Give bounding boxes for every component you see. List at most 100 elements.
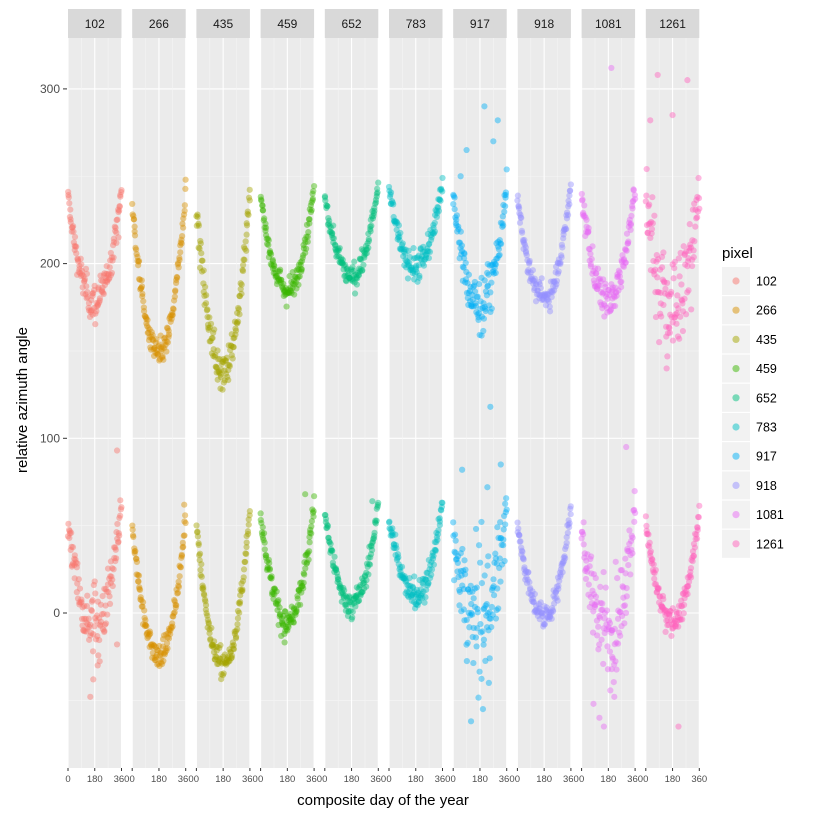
data-point [110,235,117,242]
data-point [618,257,625,264]
data-point [664,291,671,298]
data-point [276,268,283,275]
data-point [412,266,420,273]
data-point [652,313,660,321]
data-point [631,488,638,495]
data-point [596,282,603,289]
data-point [133,250,140,258]
data-point [658,603,665,610]
data-point [243,231,250,238]
data-point [400,575,407,582]
legend-label: 266 [756,304,777,318]
data-point [239,267,247,275]
data-point [558,241,566,248]
legend-label: 652 [756,391,777,405]
data-point [463,146,470,154]
data-point [543,296,551,303]
data-point [292,279,299,286]
data-point [228,352,235,359]
data-point [523,580,531,587]
data-point [646,539,653,546]
facet-strip [132,9,186,38]
data-point [499,223,506,230]
data-point [470,595,477,602]
data-point [104,581,112,588]
data-point [591,603,598,610]
data-point [281,630,288,638]
data-point [654,585,662,592]
data-point [224,373,231,381]
data-point [301,236,309,243]
data-point [345,597,352,604]
data-point [105,589,112,596]
legend-label: 102 [756,275,777,289]
legend-symbol [732,540,740,548]
data-point [526,257,533,264]
data-point [134,257,141,264]
data-point [326,223,333,230]
data-point [203,292,210,299]
data-point [603,293,610,300]
data-point [102,274,109,282]
data-point [336,253,343,260]
x-tick-label: 360 [306,774,322,785]
data-point [88,607,96,615]
x-tick-label: 180 [87,774,103,785]
data-point [145,329,152,336]
data-point [257,516,264,524]
data-point [480,606,487,613]
data-point [135,578,142,585]
data-point [358,246,365,253]
data-point [514,197,521,204]
data-point [284,289,291,296]
data-point [456,586,463,594]
data-point [649,556,656,563]
data-point [286,289,293,297]
data-point [87,307,94,314]
data-point [462,279,469,286]
data-point [217,371,224,378]
data-point [153,651,160,659]
data-point [531,277,538,284]
data-point [603,621,610,628]
data-point [421,575,428,582]
data-point [304,550,311,558]
data-point [485,553,492,560]
data-point [179,544,186,551]
data-point [167,631,174,638]
data-point [267,251,275,258]
data-point [543,607,550,614]
data-point [113,229,120,236]
data-point [153,346,160,354]
data-point [427,236,435,244]
series-points-435 [193,186,253,683]
data-point [696,205,703,212]
data-point [436,196,443,203]
data-point [243,222,251,229]
data-point [668,632,675,640]
data-point [670,275,677,282]
data-point [695,513,702,521]
data-point [135,258,142,265]
data-point [244,208,251,215]
data-point [174,274,181,281]
legend-title: pixel [722,245,753,262]
facet-panels: 102 266 435 459 652 783 917 918 1081 1261 [64,9,703,768]
data-point [419,579,426,586]
data-point [334,578,341,586]
data-point [596,275,603,282]
data-point [553,281,560,288]
data-point [657,300,664,307]
data-point [691,200,698,207]
data-point [196,557,203,564]
data-point [672,623,679,630]
data-point [367,554,374,561]
data-point [346,274,353,282]
data-point [563,539,570,547]
data-point [86,636,93,643]
data-point [468,302,475,310]
data-point [372,196,380,203]
data-point [154,647,162,654]
data-point [212,643,220,651]
data-point [397,564,404,571]
